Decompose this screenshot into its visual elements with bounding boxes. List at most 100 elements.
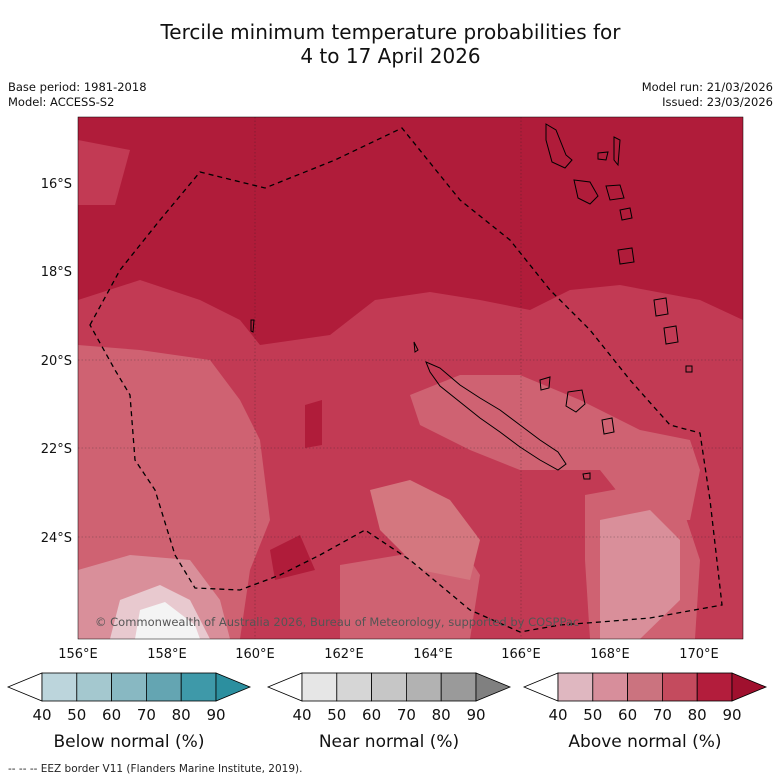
colorbar-segment: [336, 672, 372, 702]
colorbar-segment: [405, 672, 442, 702]
colorbar-title: Above normal (%): [568, 732, 721, 752]
lat-tick-20S: 20°S: [41, 354, 72, 369]
metadata-left: Base period: 1981-2018 Model: ACCESS-S2: [8, 80, 147, 110]
colorbar-tick-label: 60: [618, 706, 637, 724]
colorbar-segment: [76, 672, 113, 702]
colorbar-segment: [111, 672, 147, 702]
band-50-60-central: [370, 480, 480, 580]
eez-border: [89, 127, 723, 633]
band-70-80-northwest: [78, 140, 130, 205]
colorbar-segment: [145, 672, 182, 702]
lon-tick-162E: 162°E: [324, 647, 364, 662]
colorbar-tick-label: 50: [583, 706, 602, 724]
colorbar-under-triangle: [6, 672, 43, 702]
loyalty-island-lifou: [565, 389, 586, 413]
colorbar-tick-label: 80: [432, 706, 451, 724]
colorbar-2: 40 50 60 70 80 90 Near normal (%): [266, 672, 512, 752]
colorbar-tick-label: 80: [688, 706, 707, 724]
gridlines: [78, 117, 743, 639]
colorbar-tick-label: 70: [653, 706, 672, 724]
model-name: Model: ACCESS-S2: [8, 95, 115, 109]
lon-tick-164E: 164°E: [413, 647, 453, 662]
isle-of-pines: [582, 472, 591, 480]
colorbar-tick-label: 40: [292, 706, 311, 724]
colorbar-segment: [180, 672, 217, 702]
colorbar-title: Below normal (%): [54, 732, 205, 752]
title-line-2: 4 to 17 April 2026: [300, 44, 481, 68]
colorbar-tick-label: 80: [172, 706, 191, 724]
colorbar-tick-label: 90: [466, 706, 485, 724]
colorbar-tick-label: 60: [362, 706, 381, 724]
island-small-a: [413, 341, 419, 353]
vanuatu-tanna: [663, 325, 679, 345]
lon-tick-160E: 160°E: [235, 647, 275, 662]
colorbar-tick-label: 90: [722, 706, 741, 724]
issued-date: Issued: 23/03/2026: [662, 95, 773, 109]
colorbar-tick-label: 40: [548, 706, 567, 724]
lat-axis: 16°S 18°S 20°S 22°S 24°S: [41, 177, 72, 546]
colorbar-segment: [557, 672, 594, 702]
loyalty-island-ouvea: [539, 376, 551, 391]
vanuatu-efate: [617, 247, 635, 265]
map-frame: [77, 116, 744, 640]
vanuatu-malekula: [573, 179, 599, 205]
lat-tick-22S: 22°S: [41, 442, 72, 457]
patch-80-90-b: [270, 535, 315, 580]
lat-tick-18S: 18°S: [41, 265, 72, 280]
colorbar-tick-label: 40: [32, 706, 51, 724]
lat-tick-16S: 16°S: [41, 177, 72, 192]
vanuatu-aneityum: [685, 365, 693, 373]
colorbar-tick-label: 60: [102, 706, 121, 724]
band-50-60-southeast: [600, 510, 680, 639]
colorbar-segment: [440, 672, 477, 702]
copyright: © Commonwealth of Australia 2026, Bureau…: [95, 615, 579, 629]
base-period: Base period: 1981-2018: [8, 80, 147, 94]
colorbar-tick-label: 70: [397, 706, 416, 724]
colorbar-over-triangle: [215, 672, 252, 702]
colorbar-over-triangle: [731, 672, 768, 702]
map-field: © Commonwealth of Australia 2026, Bureau…: [78, 117, 743, 639]
vanuatu-pentecost: [613, 136, 621, 167]
vanuatu-espiritu-santo: [545, 123, 573, 169]
patch-80-90-a: [305, 400, 322, 448]
colorbar-segment: [371, 672, 407, 702]
lon-tick-166E: 166°E: [501, 647, 541, 662]
colorbar-tick-label: 50: [327, 706, 346, 724]
vanuatu-maewo: [597, 151, 609, 161]
colorbar-tick-label: 90: [206, 706, 225, 724]
colorbar-segment: [41, 672, 78, 702]
colorbar-tick-label: 50: [67, 706, 86, 724]
lon-tick-158E: 158°E: [147, 647, 187, 662]
eez-footer-note: -- -- -- EEZ border V11 (Flanders Marine…: [8, 763, 303, 775]
vanuatu-epi: [619, 207, 633, 221]
lon-tick-168E: 168°E: [590, 647, 630, 662]
colorbar-segment: [696, 672, 733, 702]
colorbar-over-triangle: [475, 672, 512, 702]
new-caledonia-island: [425, 361, 567, 471]
lat-tick-24S: 24°S: [41, 531, 72, 546]
colorbar-segment: [662, 672, 698, 702]
chesterfield-islands: [250, 319, 255, 333]
vanuatu-erromango: [653, 297, 669, 317]
colorbar-title: Near normal (%): [319, 732, 459, 752]
colorbar-tick-label: 70: [137, 706, 156, 724]
metadata-right: Model run: 21/03/2026 Issued: 23/03/2026: [642, 80, 773, 110]
lon-tick-170E: 170°E: [679, 647, 719, 662]
lon-tick-156E: 156°E: [58, 647, 98, 662]
band-60-70-east: [410, 375, 700, 520]
band-below-40-southwest: [135, 602, 200, 639]
vanuatu-ambrym: [605, 184, 625, 201]
title-line-1: Tercile minimum temperature probabilitie…: [160, 20, 621, 44]
colorbar-under-triangle: [266, 672, 303, 702]
map-title: Tercile minimum temperature probabilitie…: [0, 20, 781, 68]
lon-axis: 156°E 158°E 160°E 162°E 164°E 166°E 168°…: [58, 647, 719, 662]
colorbar-segment: [301, 672, 338, 702]
colorbar-segment: [627, 672, 663, 702]
model-run: Model run: 21/03/2026: [641, 80, 773, 94]
colorbar-segment: [592, 672, 628, 702]
colorbar-under-triangle: [522, 672, 559, 702]
